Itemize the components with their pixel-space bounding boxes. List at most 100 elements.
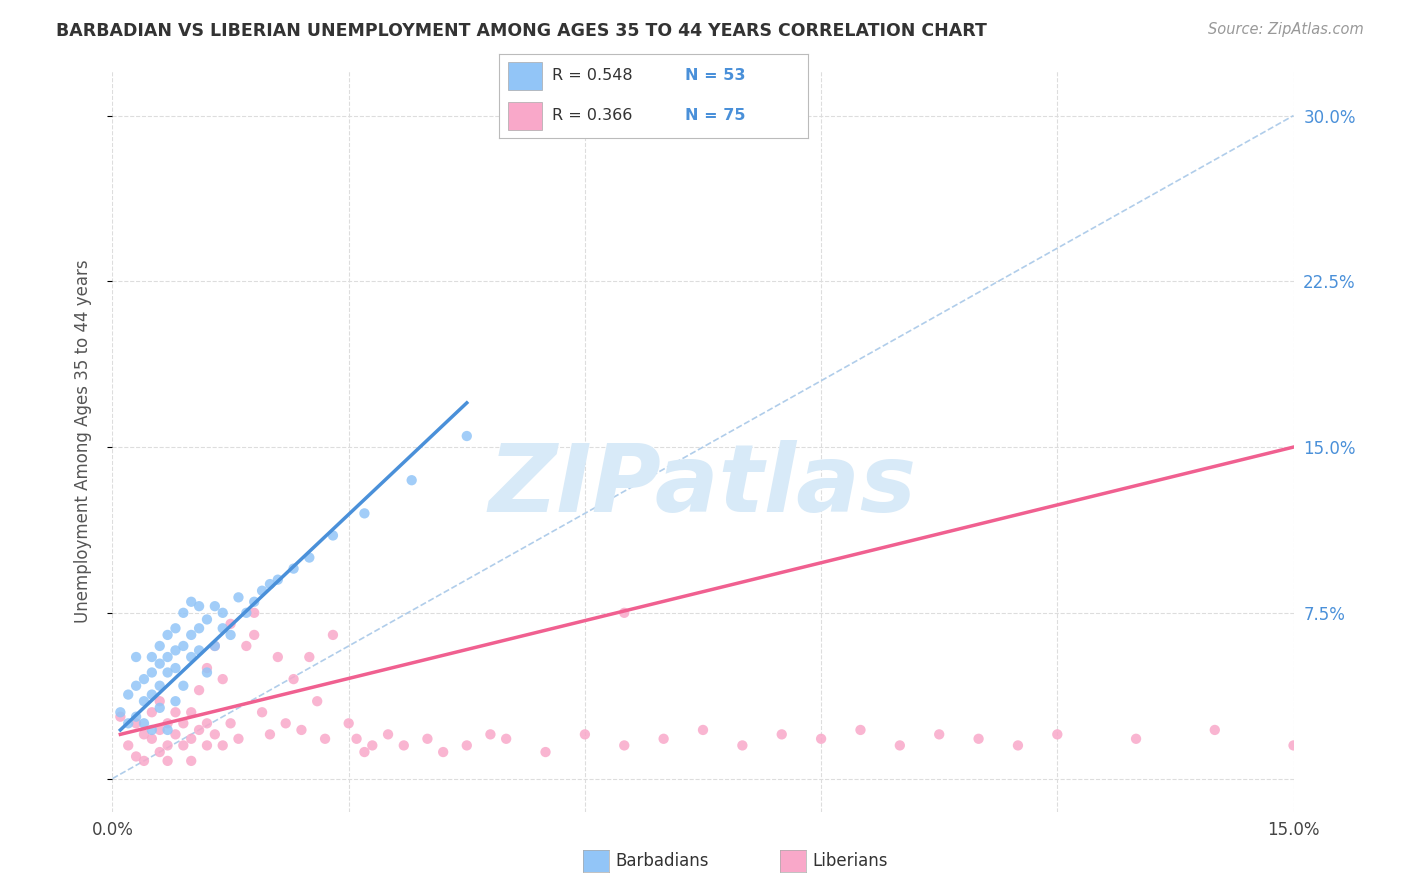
Point [172,679,194,693]
Point [243,595,266,609]
Point [392,739,415,753]
Point [165,621,187,635]
Point [125,716,148,731]
Point [416,731,439,746]
Point [228,731,250,746]
Point [259,727,281,741]
Text: R = 0.366: R = 0.366 [551,108,633,123]
Point [165,694,187,708]
Point [243,628,266,642]
Point [141,706,163,720]
Point [188,621,211,635]
Text: ZIPatlas: ZIPatlas [489,440,917,532]
Point [172,606,194,620]
Point [149,701,172,715]
Text: Source: ZipAtlas.com: Source: ZipAtlas.com [1208,22,1364,37]
Point [692,723,714,737]
Text: BARBADIAN VS LIBERIAN UNEMPLOYMENT AMONG AGES 35 TO 44 YEARS CORRELATION CHART: BARBADIAN VS LIBERIAN UNEMPLOYMENT AMONG… [56,22,987,40]
Point [132,694,155,708]
Point [180,650,202,665]
Point [534,745,557,759]
Point [219,628,242,642]
Point [180,731,202,746]
Point [456,739,478,753]
Point [149,679,172,693]
Point [307,694,329,708]
Point [172,739,194,753]
Point [132,672,155,686]
Point [353,745,375,759]
Point [141,731,163,746]
Point [267,650,290,665]
Point [967,731,990,746]
Point [432,745,454,759]
Point [156,665,179,680]
Point [195,739,218,753]
Point [141,650,163,665]
Point [165,727,187,741]
Point [928,727,950,741]
Point [613,739,636,753]
Point [195,716,218,731]
Point [322,628,344,642]
Point [298,650,321,665]
Point [156,723,179,737]
Point [188,643,211,657]
Point [810,731,832,746]
Point [211,672,233,686]
Point [180,754,202,768]
Point [156,650,179,665]
Point [1046,727,1069,741]
Point [188,599,211,614]
Bar [509,62,543,90]
Point [250,706,273,720]
Point [849,723,872,737]
Point [156,716,179,731]
Point [298,550,321,565]
Point [228,591,250,605]
Point [132,754,155,768]
Point [141,688,163,702]
Point [322,528,344,542]
Point [180,706,202,720]
Point [219,716,242,731]
Point [495,731,517,746]
Point [283,561,305,575]
Point [149,694,172,708]
Point [172,639,194,653]
Point [219,616,242,631]
Point [889,739,911,753]
Point [188,683,211,698]
Point [259,577,281,591]
Point [165,643,187,657]
Point [149,657,172,671]
Text: N = 53: N = 53 [685,69,745,84]
Point [204,639,226,653]
Point [125,749,148,764]
Point [274,716,297,731]
Point [180,628,202,642]
Point [165,706,187,720]
Point [235,639,257,653]
Point [132,727,155,741]
Y-axis label: Unemployment Among Ages 35 to 44 years: Unemployment Among Ages 35 to 44 years [73,260,91,624]
Point [1007,739,1029,753]
Point [290,723,312,737]
Point [211,621,233,635]
Point [149,639,172,653]
Point [267,573,290,587]
Point [479,727,502,741]
Point [235,606,257,620]
Point [110,709,132,723]
Point [125,709,148,723]
Point [204,639,226,653]
Point [117,716,139,731]
Text: Liberians: Liberians [813,852,889,871]
Text: N = 75: N = 75 [685,108,745,123]
Point [195,612,218,626]
Point [172,716,194,731]
Point [211,606,233,620]
Point [156,739,179,753]
Text: R = 0.548: R = 0.548 [551,69,633,84]
Point [250,583,273,598]
